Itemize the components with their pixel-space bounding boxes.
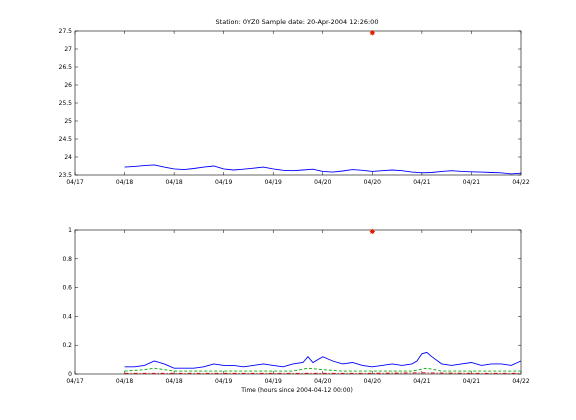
top-x-tick-label: 04/21 (463, 179, 480, 186)
bottom-x-tick-label: 04/21 (413, 378, 430, 385)
top-series-group (124, 164, 522, 175)
top-x-tick-label: 04/22 (512, 179, 529, 186)
bottom-x-axis-label: Time (hours since 2004-04-12 00:00) (240, 387, 353, 394)
bottom-x-tick-label: 04/21 (463, 378, 480, 385)
top-x-tick-label: 04/18 (165, 179, 182, 186)
bottom-series-line-1 (124, 367, 521, 372)
bottom-series-group (124, 351, 522, 374)
top-y-tick-label: 25.5 (59, 100, 73, 107)
bottom-marker-point (369, 228, 375, 235)
top-x-tick-label: 04/17 (66, 179, 83, 186)
top-chart: Station: 0YZ0 Sample date: 20-Apr-2004 1… (59, 18, 530, 186)
bottom-y-tick-label: 0.6 (62, 285, 72, 292)
bottom-x-tick-label: 04/20 (314, 378, 331, 385)
bottom-axis-ticks: 04/17 04/18 04/18 04/19 04/19 04/20 04/20 04/21… (62, 227, 529, 385)
bottom-markers-group (369, 228, 375, 235)
top-series-line-0 (124, 164, 522, 175)
bottom-series-line-2 (124, 372, 521, 374)
top-x-tick-label: 04/19 (215, 179, 232, 186)
bottom-x-tick-label: 04/18 (116, 378, 133, 385)
top-y-tick-label: 25 (64, 118, 72, 125)
top-y-tick-label: 26.5 (59, 64, 73, 71)
top-y-tick-label: 27 (64, 46, 72, 53)
top-x-tick-label: 04/19 (265, 179, 282, 186)
top-x-tick-label: 04/20 (314, 179, 331, 186)
bottom-y-tick-label: 1 (68, 227, 72, 234)
bottom-y-tick-label: 0.2 (62, 342, 72, 349)
top-y-tick-label: 24.5 (59, 136, 73, 143)
top-y-tick-label: 27.5 (59, 28, 73, 35)
bottom-series-line-0 (124, 351, 522, 369)
top-y-tick-label: 23.5 (59, 172, 73, 179)
bottom-plot-frame (74, 229, 522, 375)
bottom-x-tick-label: 04/17 (66, 378, 83, 385)
top-chart-title: Station: 0YZ0 Sample date: 20-Apr-2004 1… (216, 18, 379, 26)
bottom-x-tick-label: 04/20 (364, 378, 381, 385)
top-x-tick-label: 04/20 (364, 179, 381, 186)
top-axis-ticks: 04/17 04/18 04/18 04/19 04/19 04/20 04/20 04/21… (59, 28, 530, 186)
top-markers-group (369, 30, 375, 36)
bottom-x-tick-label: 04/22 (512, 378, 529, 385)
top-y-tick-label: 24 (64, 154, 72, 161)
top-x-tick-label: 04/21 (413, 179, 430, 186)
bottom-x-tick-label: 04/18 (165, 378, 182, 385)
top-marker-point (369, 30, 375, 36)
bottom-x-tick-label: 04/19 (215, 378, 232, 385)
top-plot-frame (74, 30, 522, 176)
top-y-tick-label: 26 (64, 82, 72, 89)
bottom-y-tick-label: 0 (68, 371, 72, 378)
bottom-chart: Time (hours since 2004-04-12 00:00) 04/1… (62, 227, 529, 394)
bottom-y-tick-label: 0.8 (62, 256, 72, 263)
bottom-x-tick-label: 04/19 (265, 378, 282, 385)
top-x-tick-label: 04/18 (116, 179, 133, 186)
bottom-y-tick-label: 0.4 (62, 313, 72, 320)
